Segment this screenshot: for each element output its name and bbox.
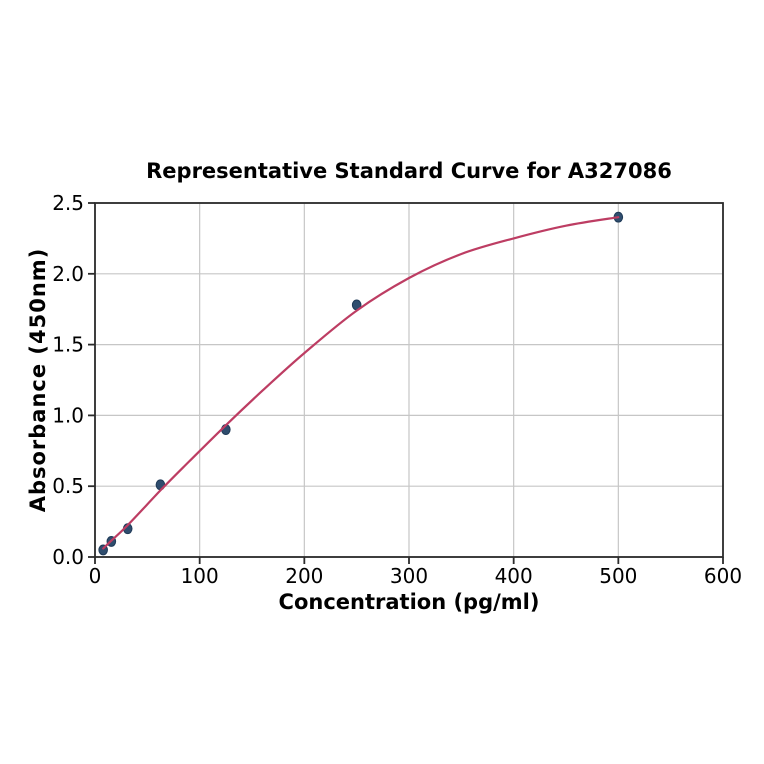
y-axis-label: Absorbance (450nm): [26, 247, 50, 513]
x-tick-label: 400: [495, 564, 533, 588]
x-axis-label: Concentration (pg/ml): [278, 590, 540, 614]
x-tick-label: 100: [181, 564, 219, 588]
y-tick-label: 0.5: [52, 474, 84, 498]
x-tick-label: 300: [390, 564, 428, 588]
y-tick-label: 0.0: [52, 545, 84, 569]
x-tick-label: 0: [89, 564, 102, 588]
fit-curve-line: [102, 216, 620, 550]
x-tick-label: 200: [285, 564, 323, 588]
x-tick-label: 600: [704, 564, 742, 588]
x-tick-label: 500: [599, 564, 637, 588]
chart-title: Representative Standard Curve for A32708…: [146, 159, 672, 183]
y-tick-label: 1.0: [52, 403, 84, 427]
y-tick-label: 2.0: [52, 262, 84, 286]
y-tick-label: 1.5: [52, 333, 84, 357]
y-tick-label: 2.5: [52, 191, 84, 215]
